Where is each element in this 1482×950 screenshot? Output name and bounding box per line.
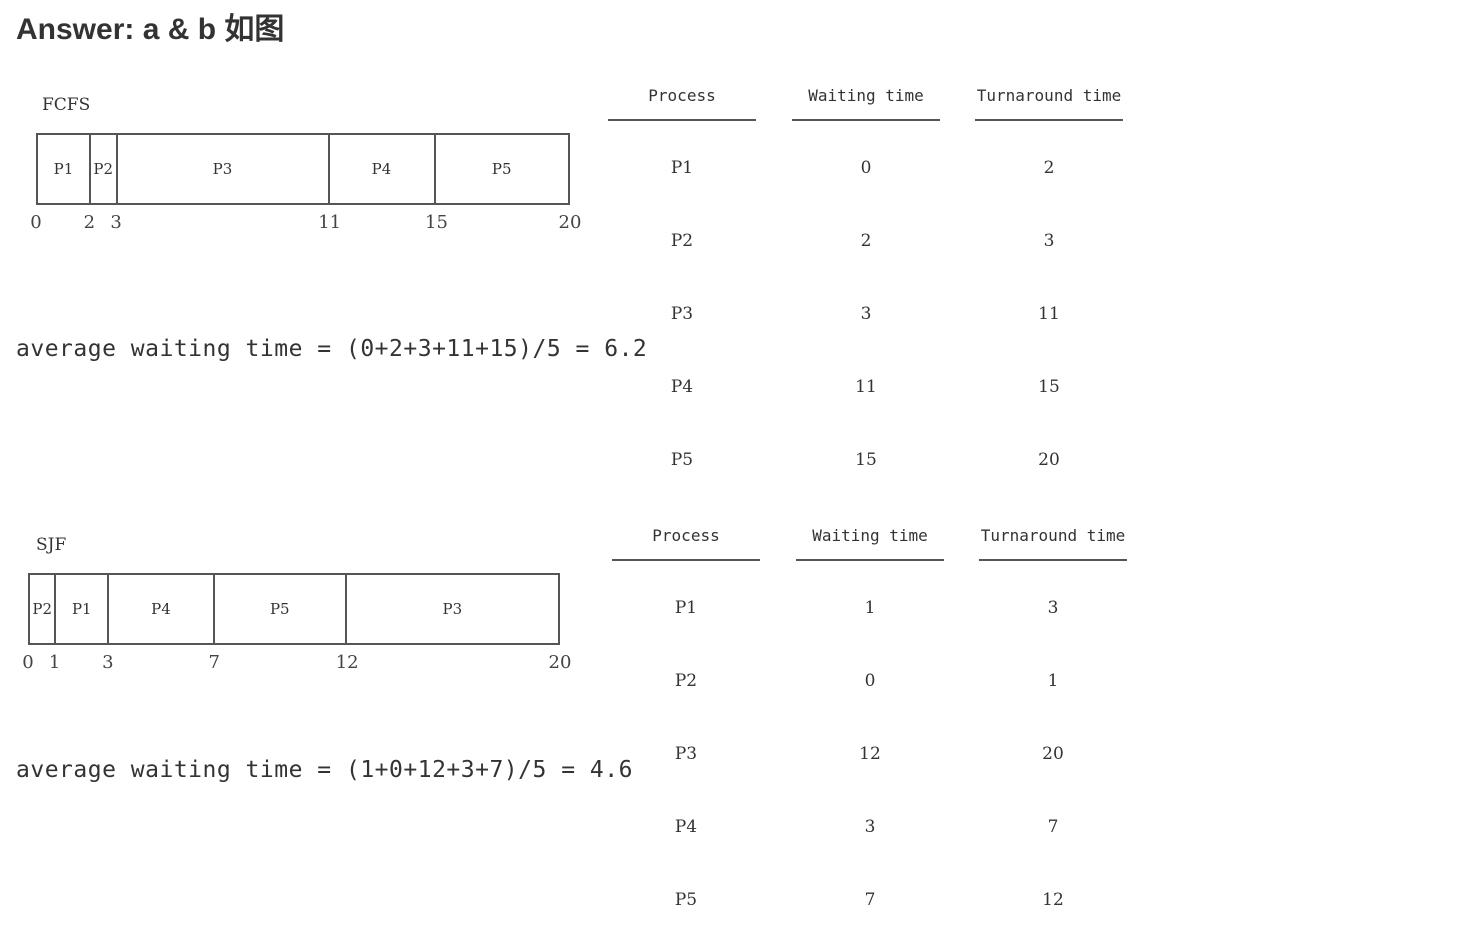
sjf-gantt-segment: P5 bbox=[215, 575, 347, 643]
fcfs-time-axis: 0 2 3 11 15 20 bbox=[30, 212, 581, 236]
fcfs-table-cell: 3 bbox=[1043, 231, 1055, 251]
sjf-gantt-segment: P2 bbox=[30, 575, 57, 643]
fcfs-table-header: Waiting time bbox=[792, 86, 940, 121]
sjf-time-tick: 7 bbox=[208, 652, 220, 673]
fcfs-table-cell: P5 bbox=[670, 450, 694, 470]
sjf-table-cell: 12 bbox=[1042, 890, 1064, 910]
sjf-table-cell: P1 bbox=[674, 598, 698, 618]
fcfs-table-cell: P4 bbox=[670, 377, 694, 397]
fcfs-average-waiting-time: average waiting time = (0+2+3+11+15)/5 =… bbox=[16, 336, 648, 362]
sjf-average-waiting-time: average waiting time = (1+0+12+3+7)/5 = … bbox=[16, 757, 633, 783]
sjf-time-tick: 20 bbox=[548, 652, 572, 673]
fcfs-table-cell: P2 bbox=[670, 231, 694, 251]
fcfs-time-tick: 11 bbox=[318, 212, 342, 233]
fcfs-time-tick: 0 bbox=[30, 212, 42, 233]
fcfs-gantt-chart: P1 P2 P3 P4 P5 bbox=[36, 133, 570, 205]
sjf-table-cell: 7 bbox=[864, 890, 876, 910]
fcfs-gantt-segment: P5 bbox=[491, 160, 512, 178]
fcfs-time-tick: 15 bbox=[425, 212, 448, 233]
fcfs-label: FCFS bbox=[42, 95, 91, 115]
sjf-table-cell: 1 bbox=[864, 598, 876, 618]
sjf-label: SJF bbox=[36, 535, 67, 555]
sjf-table-cell: 1 bbox=[1047, 671, 1059, 691]
fcfs-time-tick: 20 bbox=[558, 212, 582, 233]
fcfs-table-cell: 11 bbox=[1038, 304, 1060, 324]
sjf-gantt-segment: P1 bbox=[56, 575, 110, 643]
sjf-time-tick: 12 bbox=[335, 652, 359, 673]
sjf-gantt-segment: P3 bbox=[442, 600, 463, 618]
fcfs-table-cell: P3 bbox=[670, 304, 694, 324]
sjf-table-cell: 20 bbox=[1042, 744, 1064, 764]
fcfs-table-cell: 15 bbox=[855, 450, 877, 470]
fcfs-time-tick: 3 bbox=[110, 212, 122, 233]
sjf-table-cell: 3 bbox=[1047, 598, 1059, 618]
sjf-gantt-segment: P4 bbox=[109, 575, 215, 643]
sjf-table-cell: 7 bbox=[1047, 817, 1059, 837]
fcfs-gantt-segment: P4 bbox=[330, 135, 436, 203]
sjf-gantt-chart: P2 P1 P4 P5 P3 bbox=[28, 573, 560, 645]
fcfs-table-cell: P1 bbox=[670, 158, 694, 178]
sjf-time-tick: 1 bbox=[48, 652, 61, 673]
fcfs-time-tick: 2 bbox=[83, 212, 96, 233]
sjf-table-header: Process bbox=[612, 526, 760, 561]
fcfs-table-header: Process bbox=[608, 86, 756, 121]
sjf-table-cell: P3 bbox=[674, 744, 698, 764]
fcfs-table-cell: 2 bbox=[1043, 158, 1055, 178]
fcfs-table-cell: 2 bbox=[860, 231, 872, 251]
sjf-table-cell: 0 bbox=[864, 671, 876, 691]
sjf-table-cell: P2 bbox=[674, 671, 698, 691]
sjf-table-cell: P5 bbox=[674, 890, 698, 910]
fcfs-table-cell: 20 bbox=[1038, 450, 1060, 470]
sjf-table-cell: P4 bbox=[674, 817, 698, 837]
fcfs-table-cell: 15 bbox=[1038, 377, 1060, 397]
fcfs-table-cell: 11 bbox=[855, 377, 877, 397]
sjf-time-tick: 3 bbox=[102, 652, 114, 673]
sjf-table-cell: 3 bbox=[864, 817, 876, 837]
sjf-table-header: Turnaround time bbox=[979, 526, 1127, 561]
fcfs-table-cell: 0 bbox=[860, 158, 872, 178]
sjf-table-header: Waiting time bbox=[796, 526, 944, 561]
fcfs-table-cell: 3 bbox=[860, 304, 872, 324]
fcfs-gantt-segment: P2 bbox=[91, 135, 118, 203]
fcfs-table-header: Turnaround time bbox=[975, 86, 1123, 121]
sjf-time-tick: 0 bbox=[22, 652, 34, 673]
fcfs-gantt-segment: P3 bbox=[118, 135, 330, 203]
fcfs-gantt-segment: P1 bbox=[38, 135, 91, 203]
sjf-time-axis: 0 1 3 7 12 20 bbox=[22, 652, 571, 676]
page-title: Answer: a & b 如图 bbox=[16, 13, 285, 46]
sjf-table-cell: 12 bbox=[859, 744, 881, 764]
